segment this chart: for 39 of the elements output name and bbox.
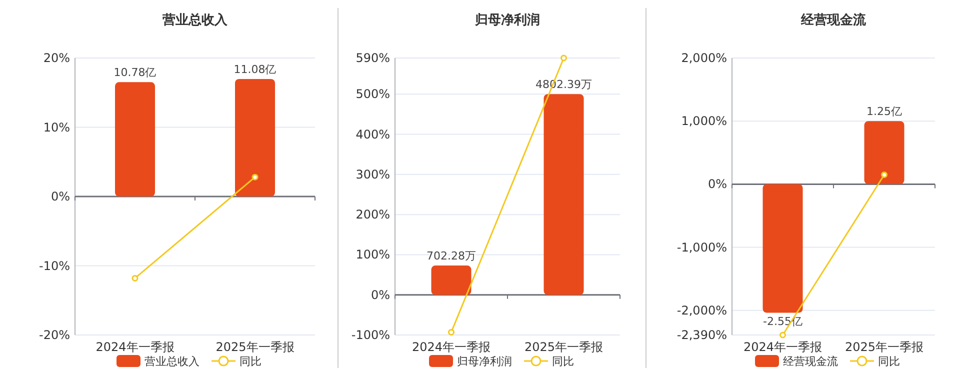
y-tick-label: 200% [356,208,390,222]
chart-title: 归母净利润 [474,12,540,28]
legend-label: 同比 [552,355,574,368]
chart-title: 经营现金流 [800,12,867,28]
data-label: 11.08亿 [234,63,276,76]
x-tick-label: 2025年一季报 [216,340,294,354]
y-tick-label: 500% [356,87,390,102]
y-tick-label: -10% [38,258,70,273]
y-tick-label: 0% [708,177,727,192]
y-tick-label: -2,000% [676,303,727,318]
data-label: 10.78亿 [114,66,156,80]
data-label: -2.55亿 [763,314,802,328]
x-tick-label: 2024年一季报 [743,340,822,354]
data-label: 702.28万 [426,250,476,263]
legend-label: 同比 [878,355,900,368]
y-tick-label: 590% [356,51,390,65]
y-tick-label: -1,000% [676,240,727,254]
legend-label: 同比 [240,355,262,368]
y-tick-label: -100% [351,328,390,342]
data-label: 1.25亿 [866,105,902,118]
y-tick-label: 400% [356,127,390,142]
y-tick-label: 10% [43,120,70,134]
y-tick-label: 100% [356,248,390,262]
y-tick-label: 2,000% [681,51,727,65]
y-tick-label: 0% [370,288,390,302]
y-tick-label: -2,390% [676,328,727,342]
x-tick-label: 2024年一季报 [96,340,174,354]
y-tick-label: 1,000% [681,114,727,128]
y-tick-label: 0% [50,190,70,204]
legend-label: 归母净利润 [457,355,512,368]
y-tick-label: 20% [43,51,70,65]
y-tick-label: 300% [356,167,390,182]
y-tick-label: -20% [38,328,70,342]
x-tick-label: 2024年一季报 [412,340,491,354]
legend-label: 营业总收入 [144,355,200,368]
chart-title: 营业总收入 [162,12,228,28]
x-tick-label: 2025年一季报 [524,340,604,354]
x-tick-label: 2025年一季报 [844,340,924,354]
legend-label: 经营现金流 [783,355,838,368]
